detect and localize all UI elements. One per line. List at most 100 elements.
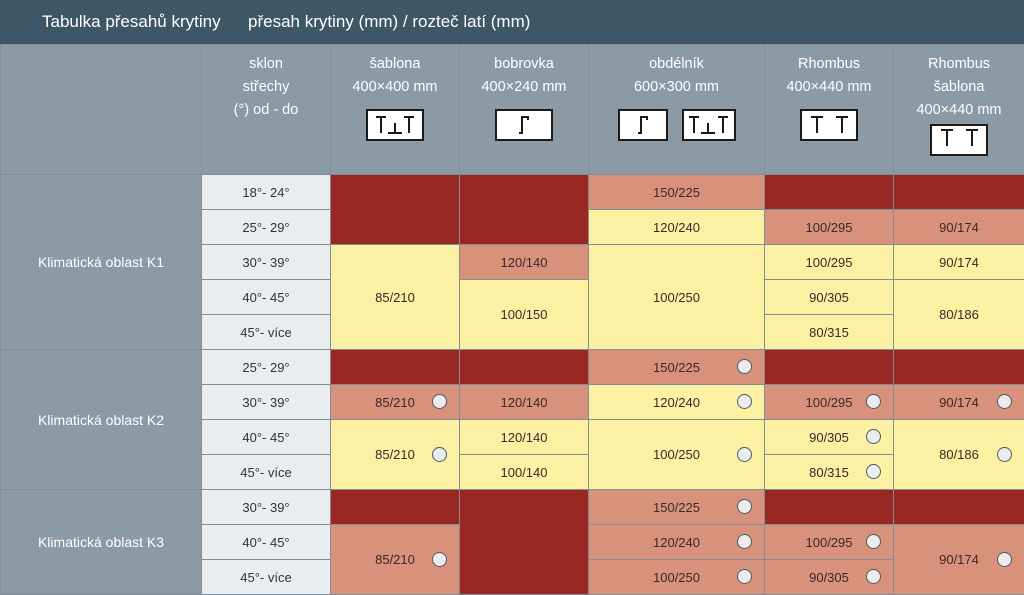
header-obdelnik: obdélník 600×300 mm (589, 45, 765, 175)
header-rhombus-sablona-type: šablona (894, 76, 1024, 99)
table-subtitle: přesah krytiny (mm) / rozteč latí (mm) (248, 12, 530, 32)
value-cell: 100/295 (765, 245, 894, 280)
angle-cell: 40°- 45° (202, 420, 331, 455)
angle-cell: 40°- 45° (202, 280, 331, 315)
table-row: Klimatická oblast K1 18°- 24° 150/225 (1, 175, 1024, 210)
value-cell: 120/240 (589, 210, 765, 245)
not-allowed-cell (765, 490, 894, 525)
value-text: 150/225 (653, 500, 700, 515)
angle-cell: 30°- 39° (202, 245, 331, 280)
header-rhombus-name: Rhombus (765, 53, 893, 76)
not-allowed-cell (460, 175, 589, 245)
value-cell: 90/174 (894, 210, 1024, 245)
header-slope-line1: sklon (202, 53, 330, 76)
angle-cell: 45°- více (202, 455, 331, 490)
header-obdelnik-name: obdélník (589, 53, 764, 76)
value-cell: 100/295 (765, 385, 894, 420)
value-cell: 100/250 (589, 420, 765, 490)
not-allowed-cell (894, 175, 1024, 210)
value-cell: 120/140 (460, 420, 589, 455)
value-text: 120/240 (653, 395, 700, 410)
header-rhombus-size: 400×440 mm (765, 76, 893, 99)
value-cell: 90/305 (765, 280, 894, 315)
sablona-tile-icon (366, 109, 424, 141)
value-text: 90/305 (809, 430, 849, 445)
circle-marker-icon (432, 552, 447, 567)
header-sablona-name: šablona (331, 53, 459, 76)
circle-marker-icon (737, 394, 752, 409)
value-cell: 100/150 (460, 280, 589, 350)
value-cell: 90/174 (894, 525, 1024, 595)
header-rhombus-sablona: Rhombus šablona 400×440 mm (894, 45, 1024, 175)
angle-cell: 30°- 39° (202, 490, 331, 525)
obdelnik-tile-icon (618, 109, 668, 141)
value-cell: 90/305 (765, 560, 894, 595)
circle-marker-icon (866, 464, 881, 479)
header-empty-cell (1, 45, 202, 175)
header-bobrovka: bobrovka 400×240 mm (460, 45, 589, 175)
value-text: 150/225 (653, 360, 700, 375)
value-cell: 80/315 (765, 455, 894, 490)
circle-marker-icon (997, 394, 1012, 409)
value-cell: 100/295 (765, 525, 894, 560)
table-title: Tabulka přesahů krytiny (42, 12, 221, 32)
header-rhombus-sablona-size: 400×440 mm (894, 99, 1024, 122)
not-allowed-cell (765, 350, 894, 385)
angle-cell: 25°- 29° (202, 350, 331, 385)
value-cell: 100/140 (460, 455, 589, 490)
angle-cell: 45°- více (202, 560, 331, 595)
angle-cell: 25°- 29° (202, 210, 331, 245)
value-cell: 120/240 (589, 385, 765, 420)
value-text: 120/240 (653, 535, 700, 550)
bobrovka-tile-icon (495, 109, 553, 141)
title-bar: Tabulka přesahů krytiny přesah krytiny (… (0, 0, 1024, 44)
value-cell: 85/210 (331, 245, 460, 350)
value-text: 100/295 (806, 395, 853, 410)
not-allowed-cell (331, 175, 460, 245)
circle-marker-icon (737, 569, 752, 584)
value-cell: 150/225 (589, 350, 765, 385)
value-cell: 90/174 (894, 245, 1024, 280)
region-k3: Klimatická oblast K3 (1, 490, 202, 595)
header-slope-line3: (°) od - do (202, 99, 330, 122)
value-text: 90/305 (809, 570, 849, 585)
header-bobrovka-name: bobrovka (460, 53, 588, 76)
header-rhombus: Rhombus 400×440 mm (765, 45, 894, 175)
circle-marker-icon (866, 569, 881, 584)
value-text: 85/210 (375, 552, 415, 567)
value-cell: 85/210 (331, 385, 460, 420)
circle-marker-icon (997, 552, 1012, 567)
value-cell: 85/210 (331, 525, 460, 595)
angle-cell: 40°- 45° (202, 525, 331, 560)
not-allowed-cell (331, 490, 460, 525)
value-text: 100/295 (806, 535, 853, 550)
rhombus-tile-icon (800, 109, 858, 141)
header-sablona: šablona 400×400 mm (331, 45, 460, 175)
table-row: Klimatická oblast K3 30°- 39° 150/225 (1, 490, 1024, 525)
value-text: 85/210 (375, 395, 415, 410)
circle-marker-icon (432, 394, 447, 409)
angle-cell: 30°- 39° (202, 385, 331, 420)
region-k2: Klimatická oblast K2 (1, 350, 202, 490)
circle-marker-icon (866, 534, 881, 549)
header-rhombus-sablona-name: Rhombus (894, 53, 1024, 76)
not-allowed-cell (331, 350, 460, 385)
value-text: 90/174 (939, 552, 979, 567)
not-allowed-cell (765, 175, 894, 210)
circle-marker-icon (737, 447, 752, 462)
not-allowed-cell (460, 490, 589, 595)
value-text: 80/186 (939, 447, 979, 462)
angle-cell: 45°- více (202, 315, 331, 350)
value-cell: 80/186 (894, 280, 1024, 350)
value-text: 100/250 (653, 570, 700, 585)
header-row: sklon střechy (°) od - do šablona 400×40… (1, 45, 1024, 175)
not-allowed-cell (894, 490, 1024, 525)
table-row: Klimatická oblast K2 25°- 29° 150/225 (1, 350, 1024, 385)
value-cell: 85/210 (331, 420, 460, 490)
value-text: 90/174 (939, 395, 979, 410)
value-cell: 120/240 (589, 525, 765, 560)
value-cell: 90/305 (765, 420, 894, 455)
not-allowed-cell (460, 350, 589, 385)
header-obdelnik-size: 600×300 mm (589, 76, 764, 99)
